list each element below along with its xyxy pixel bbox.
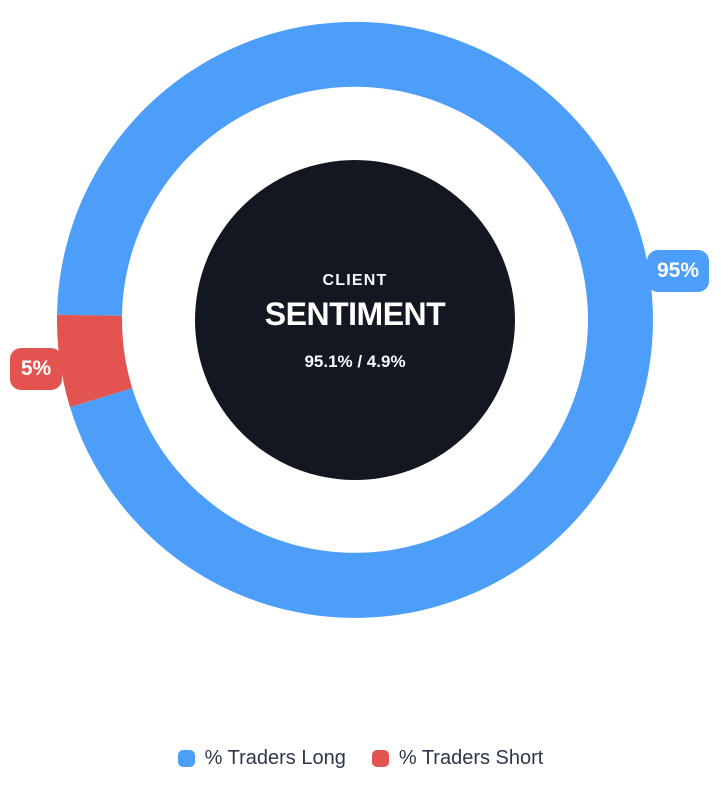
legend: % Traders Long % Traders Short: [0, 747, 721, 770]
center-ratio-label: 95.1% / 4.9%: [304, 352, 406, 371]
legend-label-long: % Traders Long: [204, 747, 346, 769]
center-disc: [195, 160, 515, 480]
legend-item-traders-short[interactable]: % Traders Short: [371, 747, 544, 770]
legend-swatch-short: [371, 750, 389, 767]
callout-long-percent: 95%: [647, 250, 709, 292]
legend-swatch-long: [177, 750, 195, 767]
callout-short-percent: 5%: [10, 348, 62, 390]
center-title-label: SENTIMENT: [264, 296, 446, 332]
center-kicker-label: CLIENT: [322, 272, 388, 289]
legend-label-short: % Traders Short: [398, 747, 544, 769]
donut-segment-traders-short[interactable]: [56, 314, 133, 408]
legend-item-traders-long[interactable]: % Traders Long: [177, 747, 346, 770]
